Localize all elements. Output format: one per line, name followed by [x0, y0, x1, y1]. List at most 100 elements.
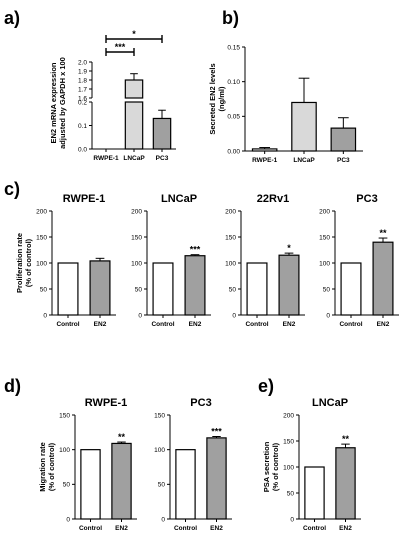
y-tick-label: 1.8: [78, 77, 87, 84]
bar: [330, 127, 357, 152]
y-tick-label: 0: [43, 312, 47, 319]
x-tick-label: EN2: [210, 525, 223, 532]
y-tick-label: 50: [287, 490, 295, 497]
y-tick-label: 0.00: [227, 148, 240, 155]
bar: [246, 262, 268, 316]
panel-label-e: e): [258, 376, 274, 396]
y-axis-label: PSA secretion(% of control): [262, 441, 280, 492]
y-tick-label: 1.6: [78, 95, 87, 102]
y-tick-label: 0.1: [78, 123, 87, 130]
y-tick-label: 0.05: [227, 114, 240, 121]
chart-c1: 0 50 100 150 200 RWPE-1 Proliferation rate(% o…: [15, 193, 116, 328]
x-tick-label: Control: [245, 321, 268, 328]
y-axis-label: EN2 mRNA expressionadjusted by GAPDH x 1…: [49, 57, 67, 149]
chart-c2: 0 50 100 150 200 LNCaP Control *** EN2: [131, 193, 211, 328]
y-tick-label: 1.7: [78, 86, 87, 93]
significance-marker: *: [287, 243, 291, 253]
y-tick-label: 50: [135, 286, 143, 293]
chart-title: RWPE-1: [63, 193, 106, 205]
y-tick-label: 0.15: [227, 44, 240, 51]
y-tick-label: 150: [225, 234, 236, 241]
bar: [89, 260, 111, 316]
x-tick-label: Control: [79, 525, 102, 532]
y-tick-label: 0: [138, 312, 142, 319]
chart-title: RWPE-1: [85, 397, 128, 409]
significance-marker: *: [132, 29, 136, 39]
y-tick-label: 50: [158, 482, 166, 489]
x-tick-label: Control: [303, 525, 326, 532]
y-tick-label: 0.10: [227, 79, 240, 86]
bar: [251, 148, 278, 152]
bar: [80, 449, 101, 520]
x-tick-label: EN2: [115, 525, 128, 532]
y-tick-label: 150: [131, 234, 142, 241]
y-tick-label: 100: [283, 464, 294, 471]
y-axis-label: Secreted EN2 levels(ng/ml): [208, 63, 226, 134]
significance-marker: ***: [115, 42, 126, 52]
x-tick-label: PC3: [156, 155, 169, 162]
y-tick-label: 100: [36, 260, 47, 267]
y-tick-label: 200: [131, 208, 142, 215]
x-tick-label: EN2: [94, 321, 107, 328]
chart-e: 0 50 100 150 200 LNCaP PSA secretion(% of cont…: [262, 397, 361, 532]
x-tick-label: RWPE-1: [93, 155, 119, 162]
chart-c3: 0 50 100 150 200 22Rv1 Control * EN2: [225, 193, 305, 328]
significance-marker: **: [379, 228, 387, 238]
chart-title: LNCaP: [312, 397, 348, 409]
chart-title: PC3: [356, 193, 377, 205]
y-tick-label: 200: [319, 208, 330, 215]
y-tick-label: 0.0: [78, 146, 87, 153]
y-tick-label: 100: [225, 260, 236, 267]
x-tick-label: EN2: [339, 525, 352, 532]
bar: [340, 262, 362, 316]
y-tick-label: 50: [40, 286, 48, 293]
chart-b: 0.00 0.05 0.10 0.15 Secreted EN2 levels(ng/m…: [208, 44, 363, 164]
x-tick-label: Control: [151, 321, 174, 328]
y-tick-label: 100: [319, 260, 330, 267]
chart-c4: 0 50 100 150 200 PC3 Control ** EN2: [319, 193, 399, 328]
chart-a: 1.6 1.7 1.8 1.9 2.0 0.0 0.1 0.2 EN2 mRNA express…: [49, 29, 176, 162]
chart-title: 22Rv1: [257, 193, 289, 205]
y-tick-label: 150: [154, 412, 165, 419]
x-tick-label: LNCaP: [293, 157, 315, 164]
x-tick-label: EN2: [283, 321, 296, 328]
bar: [111, 442, 132, 520]
x-tick-label: Control: [339, 321, 362, 328]
x-tick-label: Control: [56, 321, 79, 328]
y-tick-label: 200: [36, 208, 47, 215]
bar: [175, 449, 196, 520]
chart-area: 0 50 100 150 200 RWPE-1 Proliferation rate(% o…: [15, 29, 399, 532]
y-tick-label: 200: [225, 208, 236, 215]
chart-d2: 0 50 100 150 PC3 Control *** EN2: [154, 397, 232, 532]
significance-marker: **: [118, 432, 126, 442]
bar: [206, 437, 227, 520]
bar: [184, 255, 206, 316]
y-tick-label: 0.2: [78, 99, 87, 106]
y-tick-label: 0: [232, 312, 236, 319]
y-tick-label: 0: [290, 516, 294, 523]
panel-label-d: d): [4, 376, 21, 396]
y-axis-label: Migration rate(% of control): [38, 442, 56, 492]
bar: [124, 101, 144, 150]
chart-title: LNCaP: [161, 193, 197, 205]
significance-marker: ***: [211, 426, 222, 436]
bar: [278, 254, 300, 316]
bar: [124, 79, 144, 99]
x-tick-label: EN2: [189, 321, 202, 328]
y-tick-label: 200: [283, 412, 294, 419]
significance-marker: ***: [190, 245, 201, 255]
y-tick-label: 100: [131, 260, 142, 267]
bar: [57, 262, 79, 316]
x-tick-label: LNCaP: [123, 155, 145, 162]
panel-label-c: c): [4, 179, 20, 199]
y-tick-label: 0: [161, 516, 165, 523]
chart-d1: 0 50 100 150 RWPE-1 Migration rate(% of contr…: [38, 397, 137, 532]
y-tick-label: 2.0: [78, 59, 87, 66]
bar: [152, 117, 172, 150]
y-tick-label: 0: [66, 516, 70, 523]
x-tick-label: PC3: [337, 157, 350, 164]
y-tick-label: 50: [323, 286, 331, 293]
panel-label-b: b): [222, 8, 239, 28]
y-tick-label: 50: [63, 482, 71, 489]
